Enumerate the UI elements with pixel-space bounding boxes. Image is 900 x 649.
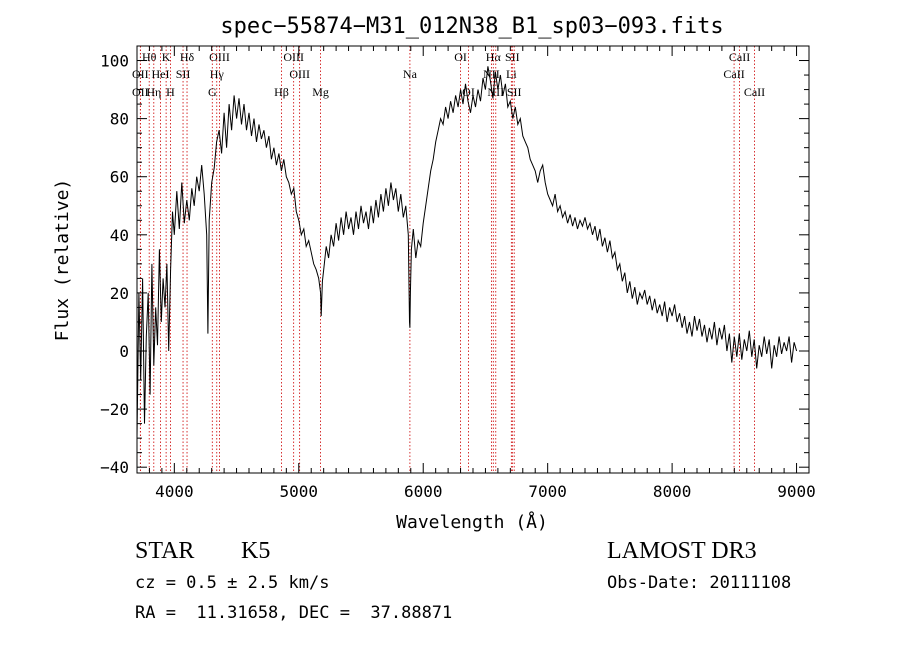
line-marker-label-4: HeI (152, 67, 170, 81)
line-marker-label-15: Mg (312, 85, 329, 99)
line-marker-label-14: OIII (289, 67, 310, 81)
y-tick-label: −20 (100, 400, 129, 419)
x-tick-label: 8000 (653, 482, 692, 501)
obs-date: Obs-Date: 20111108 (607, 573, 792, 593)
survey-name: LAMOST DR3 (607, 538, 757, 564)
y-tick-label: 100 (100, 52, 129, 71)
line-marker-label-0: Hθ (142, 50, 157, 64)
y-axis-label: Flux (relative) (52, 179, 73, 342)
object-class: STAR (135, 538, 195, 564)
y-tick-label: 20 (110, 284, 129, 303)
x-axis: 4000 5000 6000 7000 8000 9000 (148, 46, 816, 501)
line-marker-label-24: SII (507, 85, 522, 99)
chart-title: spec−55874−M31_012N38_B1_sp03−093.fits (220, 14, 723, 39)
line-marker-label-23: Li (506, 67, 517, 81)
line-marker-label-10: Hγ (210, 67, 225, 81)
y-tick-label: −40 (100, 458, 129, 477)
line-marker-label-2: OII (132, 85, 149, 99)
line-marker-label-16: Na (403, 67, 418, 81)
line-marker-label-20: NII (483, 67, 500, 81)
line-marker-label-7: SII (176, 67, 191, 81)
line-marker-label-3: Hη (146, 85, 161, 99)
line-marker-label-5: K (162, 50, 171, 64)
spectrum-series (136, 66, 798, 439)
line-marker-label-11: G (208, 85, 217, 99)
x-tick-label: 5000 (280, 482, 319, 501)
y-tick-label: 60 (110, 168, 129, 187)
y-tick-label: 40 (110, 226, 129, 245)
y-axis: −40 −20 0 20 40 60 80 100 (100, 52, 809, 477)
line-marker-label-8: Hδ (180, 50, 195, 64)
line-marker-label-19: Hα (486, 50, 502, 64)
line-marker-label-25: CaII (729, 50, 750, 64)
line-marker-label-17: OI (454, 50, 467, 64)
spectrum-chart: spec−55874−M31_012N38_B1_sp03−093.fits H… (52, 14, 816, 533)
line-marker-label-6: H (166, 85, 175, 99)
line-marker-label-9: OIII (209, 50, 230, 64)
line-marker-label-27: CaII (744, 85, 765, 99)
x-axis-label: Wavelength (Å) (396, 511, 548, 533)
line-marker-label-12: Hβ (274, 85, 289, 99)
x-tick-label: 6000 (404, 482, 443, 501)
y-tick-label: 80 (110, 110, 129, 129)
coordinates-readout: RA = 11.31658, DEC = 37.88871 (135, 603, 453, 623)
x-tick-label: 9000 (777, 482, 816, 501)
spectrum-line-0 (136, 66, 798, 439)
x-tick-label: 4000 (155, 482, 194, 501)
line-marker-label-26: CaII (723, 67, 744, 81)
line-marker-label-13: OIII (283, 50, 304, 64)
line-marker-label-22: SII (505, 50, 520, 64)
redshift-readout: cz = 0.5 ± 2.5 km/s (135, 573, 330, 593)
y-tick-label: 0 (119, 342, 129, 361)
x-tick-label: 7000 (528, 482, 567, 501)
object-subclass: K5 (241, 538, 271, 564)
